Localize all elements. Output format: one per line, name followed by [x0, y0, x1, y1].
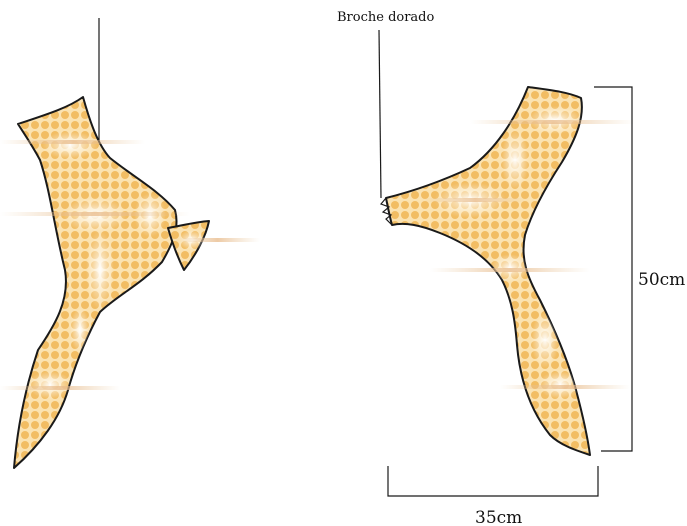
height-label: 50cm: [638, 270, 685, 290]
left-piece-flares: [0, 140, 260, 390]
width-dimension: [387, 466, 599, 497]
width-label: 35cm: [475, 508, 522, 526]
brooch-clasp: [379, 197, 393, 226]
brooch-label: Broche dorado: [337, 10, 435, 25]
right-piece-flares: [420, 120, 635, 389]
brooch-leader-line: [378, 29, 382, 199]
height-dimension: [594, 86, 633, 452]
